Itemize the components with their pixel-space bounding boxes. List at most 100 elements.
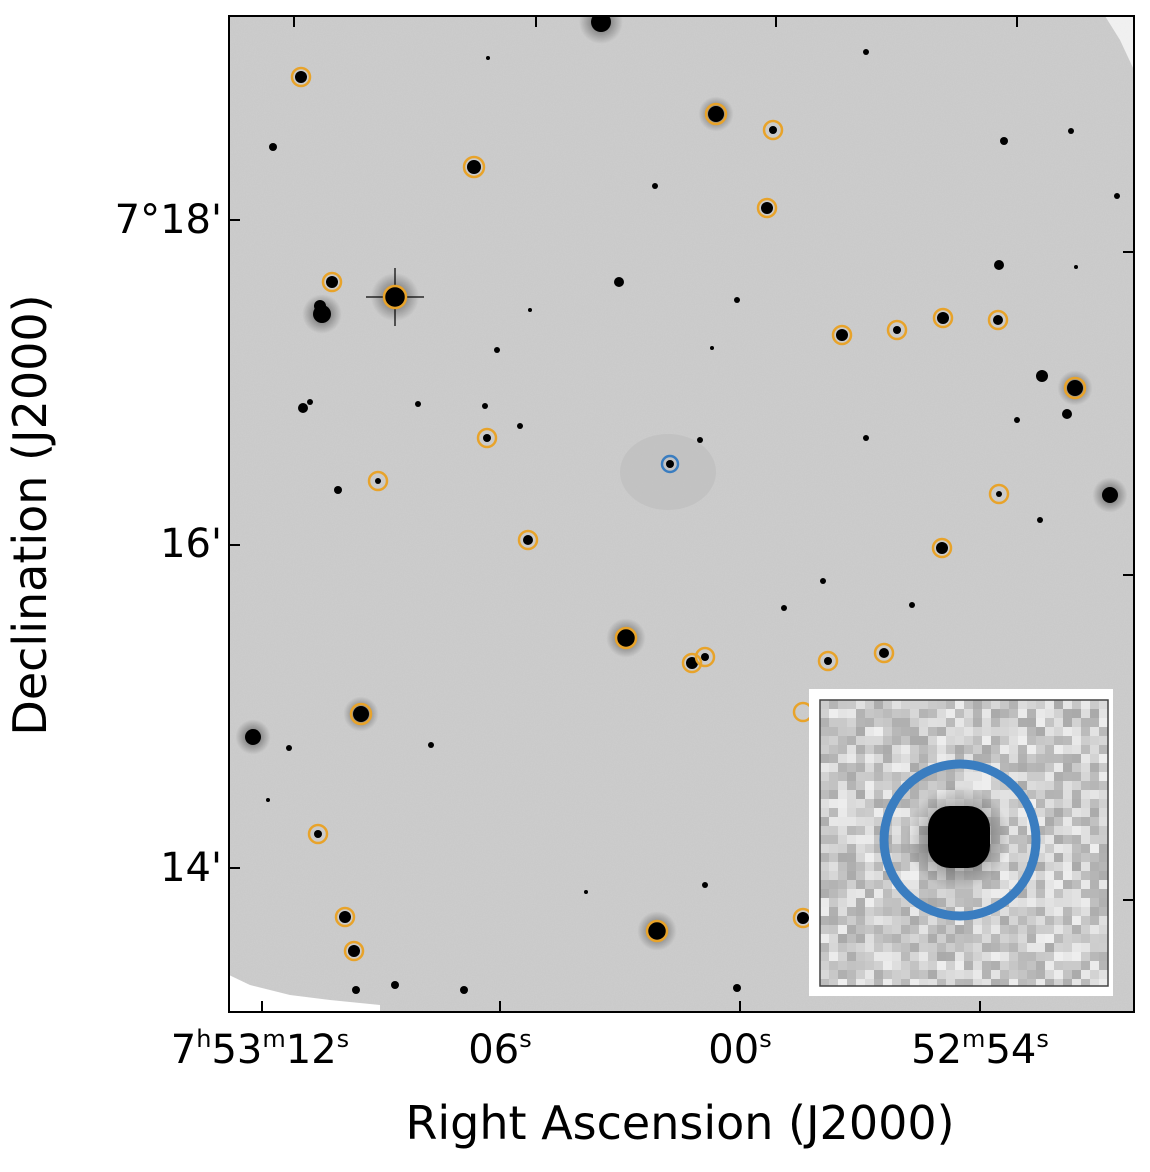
inset-pixel	[883, 961, 892, 970]
inset-pixel	[865, 817, 874, 826]
inset-pixel	[1054, 844, 1063, 853]
inset-pixel	[901, 871, 910, 880]
inset-pixel	[1099, 772, 1108, 781]
inset-pixel	[1072, 826, 1081, 835]
inset-pixel	[955, 970, 964, 979]
inset-pixel	[901, 862, 910, 871]
inset-pixel	[1018, 718, 1027, 727]
comparison-star-ring	[988, 483, 1010, 505]
inset-pixel	[919, 709, 928, 718]
inset-pixel	[820, 817, 829, 826]
star	[836, 329, 848, 341]
inset-pixel	[1099, 961, 1108, 970]
inset-pixel	[982, 700, 991, 709]
inset-pixel	[1054, 898, 1063, 907]
inset-pixel	[1027, 925, 1036, 934]
inset-pixel	[847, 970, 856, 979]
inset-pixel	[856, 700, 865, 709]
inset-pixel	[928, 925, 937, 934]
inset-pixel	[874, 799, 883, 808]
inset-pixel	[982, 979, 991, 986]
star	[467, 160, 481, 174]
inset-pixel	[1009, 952, 1018, 961]
inset-pixel	[991, 736, 1000, 745]
inset-pixel	[1054, 763, 1063, 772]
inset-pixel	[874, 754, 883, 763]
inset-pixel	[883, 754, 892, 763]
inset-pixel	[820, 835, 829, 844]
inset-pixel	[1081, 844, 1090, 853]
star	[483, 434, 491, 442]
inset-pixel	[892, 745, 901, 754]
inset-pixel	[910, 862, 919, 871]
inset-pixel	[847, 907, 856, 916]
inset-pixel	[1036, 898, 1045, 907]
inset-pixel	[820, 862, 829, 871]
comparison-star-ring	[307, 823, 329, 845]
inset-pixel	[910, 736, 919, 745]
inset-pixel	[1018, 745, 1027, 754]
inset-pixel	[937, 700, 946, 709]
inset-pixel	[1081, 736, 1090, 745]
inset-pixel	[1090, 808, 1099, 817]
inset-pixel	[1036, 817, 1045, 826]
inset-pixel	[874, 862, 883, 871]
inset-pixel	[829, 727, 838, 736]
comparison-star-ring	[873, 642, 895, 664]
inset-pixel	[946, 727, 955, 736]
inset-pixel	[1099, 943, 1108, 952]
inset-pixel	[1000, 889, 1009, 898]
inset-pixel	[910, 709, 919, 718]
y-tick-label: 14'	[160, 845, 222, 891]
inset-pixel	[901, 826, 910, 835]
inset-pixel	[874, 727, 883, 736]
inset-pixel	[1099, 736, 1108, 745]
inset-pixel	[901, 979, 910, 986]
inset-pixel	[838, 889, 847, 898]
inset-pixel	[838, 745, 847, 754]
inset-pixel	[964, 727, 973, 736]
inset-pixel	[847, 772, 856, 781]
comparison-star-ring	[645, 919, 669, 943]
inset-pixel	[892, 835, 901, 844]
inset-pixel	[820, 979, 829, 986]
inset-pixel	[856, 817, 865, 826]
inset-pixel	[829, 889, 838, 898]
inset-pixel	[865, 943, 874, 952]
inset-pixel	[820, 781, 829, 790]
star	[879, 648, 889, 658]
inset-pixel	[1081, 808, 1090, 817]
inset-pixel	[1009, 808, 1018, 817]
inset-pixel	[1045, 790, 1054, 799]
inset-pixel	[1072, 961, 1081, 970]
inset-pixel	[847, 781, 856, 790]
inset-pixel	[820, 925, 829, 934]
inset-pixel	[847, 916, 856, 925]
inset-pixel	[865, 862, 874, 871]
comparison-star-ring	[476, 427, 498, 449]
inset-pixel	[1000, 925, 1009, 934]
inset-pixel	[1054, 718, 1063, 727]
inset-pixel	[1036, 790, 1045, 799]
inset-pixel	[865, 772, 874, 781]
inset-pixel	[847, 718, 856, 727]
inset-pixel	[1090, 961, 1099, 970]
star	[517, 423, 523, 429]
inset-pixel	[820, 763, 829, 772]
aperture-rings	[290, 66, 1087, 962]
inset-pixel	[982, 934, 991, 943]
inset-pixel	[1063, 916, 1072, 925]
star	[797, 912, 809, 924]
inset-pixel	[1000, 718, 1009, 727]
inset-pixel	[910, 925, 919, 934]
inset-pixel	[820, 718, 829, 727]
inset-pixel	[1054, 709, 1063, 718]
inset-pixel	[820, 952, 829, 961]
inset-pixel	[1090, 871, 1099, 880]
inset-pixel	[1081, 898, 1090, 907]
y-axis-label: Declination (J2000)	[3, 294, 57, 736]
inset-pixel	[856, 790, 865, 799]
inset-pixel	[1072, 943, 1081, 952]
inset-pixel	[883, 871, 892, 880]
inset-pixel	[1099, 727, 1108, 736]
